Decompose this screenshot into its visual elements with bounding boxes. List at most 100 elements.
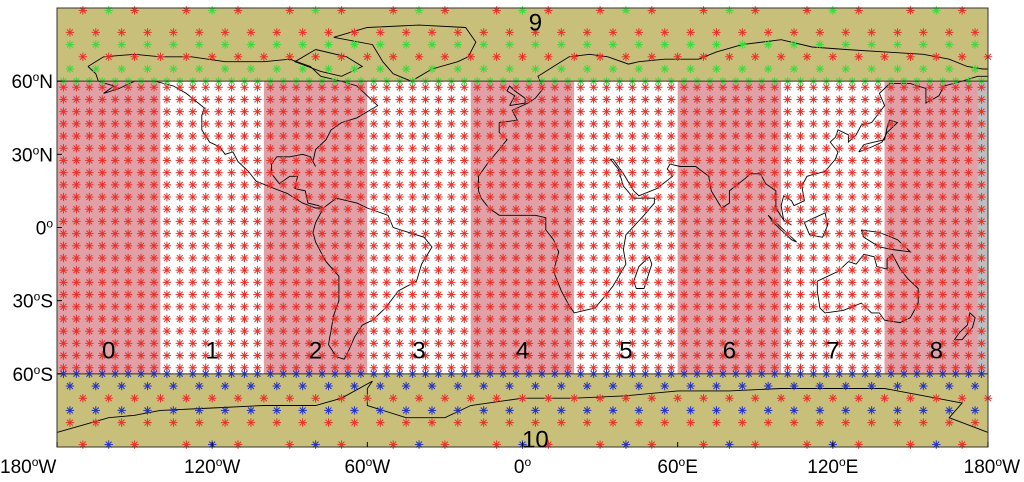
grid-marker <box>770 241 779 250</box>
grid-marker <box>860 265 870 275</box>
grid-marker <box>815 40 825 49</box>
grid-marker <box>938 217 947 226</box>
grid-marker <box>110 119 120 129</box>
grid-marker <box>414 52 424 61</box>
grid-marker <box>434 351 443 360</box>
grid-marker <box>110 168 120 177</box>
grid-marker <box>227 253 236 263</box>
grid-marker <box>350 28 359 37</box>
grid-marker <box>201 83 210 92</box>
grid-marker <box>233 52 243 61</box>
grid-marker <box>408 95 417 104</box>
grid-marker <box>169 28 178 37</box>
grid-marker <box>201 131 210 141</box>
grid-marker <box>356 241 366 250</box>
grid-marker <box>615 131 624 141</box>
grid-marker <box>511 180 521 190</box>
grid-marker <box>860 302 870 311</box>
grid-marker <box>912 156 922 165</box>
grid-marker <box>809 351 818 360</box>
grid-marker <box>401 406 411 415</box>
grid-marker <box>72 253 81 263</box>
grid-marker <box>537 180 547 190</box>
grid-marker <box>356 119 366 129</box>
grid-marker <box>317 156 327 165</box>
grid-marker <box>149 205 159 214</box>
grid-marker <box>479 406 488 415</box>
grid-marker <box>162 265 172 275</box>
grid-marker <box>421 107 430 116</box>
grid-marker <box>809 302 818 311</box>
grid-marker <box>421 314 430 324</box>
grid-marker <box>149 119 159 129</box>
grid-marker <box>253 265 262 275</box>
grid-marker <box>563 351 572 360</box>
grid-marker <box>279 253 288 263</box>
y-tick-label-sup: o <box>34 290 41 304</box>
grid-marker <box>175 217 185 226</box>
grid-marker <box>266 253 275 263</box>
grid-marker <box>576 302 585 311</box>
grid-marker <box>925 241 935 250</box>
grid-marker <box>447 229 456 238</box>
grid-marker <box>809 253 818 263</box>
grid-marker <box>447 314 456 324</box>
grid-marker <box>317 241 327 250</box>
grid-marker <box>350 381 359 391</box>
grid-marker <box>912 205 922 214</box>
grid-marker <box>201 265 210 275</box>
grid-marker <box>408 144 417 153</box>
grid-marker <box>731 119 741 129</box>
grid-marker <box>886 253 896 263</box>
grid-marker <box>136 326 146 336</box>
grid-marker <box>705 131 715 141</box>
grid-marker <box>201 253 210 263</box>
grid-marker <box>692 339 702 348</box>
grid-marker <box>964 168 973 177</box>
grid-marker <box>214 302 223 311</box>
grid-marker <box>214 290 223 299</box>
grid-marker <box>162 326 172 336</box>
grid-marker <box>460 314 469 324</box>
grid-marker <box>602 229 611 238</box>
grid-marker <box>382 156 391 165</box>
grid-marker <box>957 52 967 61</box>
grid-marker <box>279 326 288 336</box>
grid-marker <box>123 217 133 226</box>
grid-marker <box>143 381 152 391</box>
grid-marker <box>873 278 883 287</box>
grid-marker <box>162 144 172 153</box>
grid-marker <box>427 40 437 49</box>
grid-marker <box>718 95 728 104</box>
grid-marker <box>518 52 527 61</box>
grid-marker <box>860 168 870 177</box>
grid-marker <box>544 52 553 61</box>
grid-marker <box>65 28 75 37</box>
grid-marker <box>369 192 378 202</box>
grid-marker <box>660 406 669 415</box>
grid-marker <box>751 394 760 403</box>
grid-marker <box>369 131 378 141</box>
grid-marker <box>925 217 935 226</box>
grid-marker <box>85 229 94 238</box>
grid-marker <box>757 290 766 299</box>
grid-marker <box>867 40 876 49</box>
grid-marker <box>628 253 637 263</box>
grid-marker <box>395 95 404 104</box>
grid-marker <box>59 217 68 226</box>
grid-marker <box>123 241 133 250</box>
grid-marker <box>285 6 294 15</box>
grid-marker <box>860 326 870 336</box>
grid-marker <box>279 302 288 311</box>
grid-marker <box>317 314 327 324</box>
grid-marker <box>615 314 624 324</box>
grid-marker <box>699 440 708 449</box>
grid-marker <box>822 131 831 141</box>
grid-marker <box>136 302 146 311</box>
grid-marker <box>149 241 159 250</box>
grid-marker <box>136 339 146 348</box>
grid-marker <box>292 339 301 348</box>
grid-marker <box>822 95 831 104</box>
grid-marker <box>964 302 973 311</box>
grid-marker <box>175 180 185 190</box>
